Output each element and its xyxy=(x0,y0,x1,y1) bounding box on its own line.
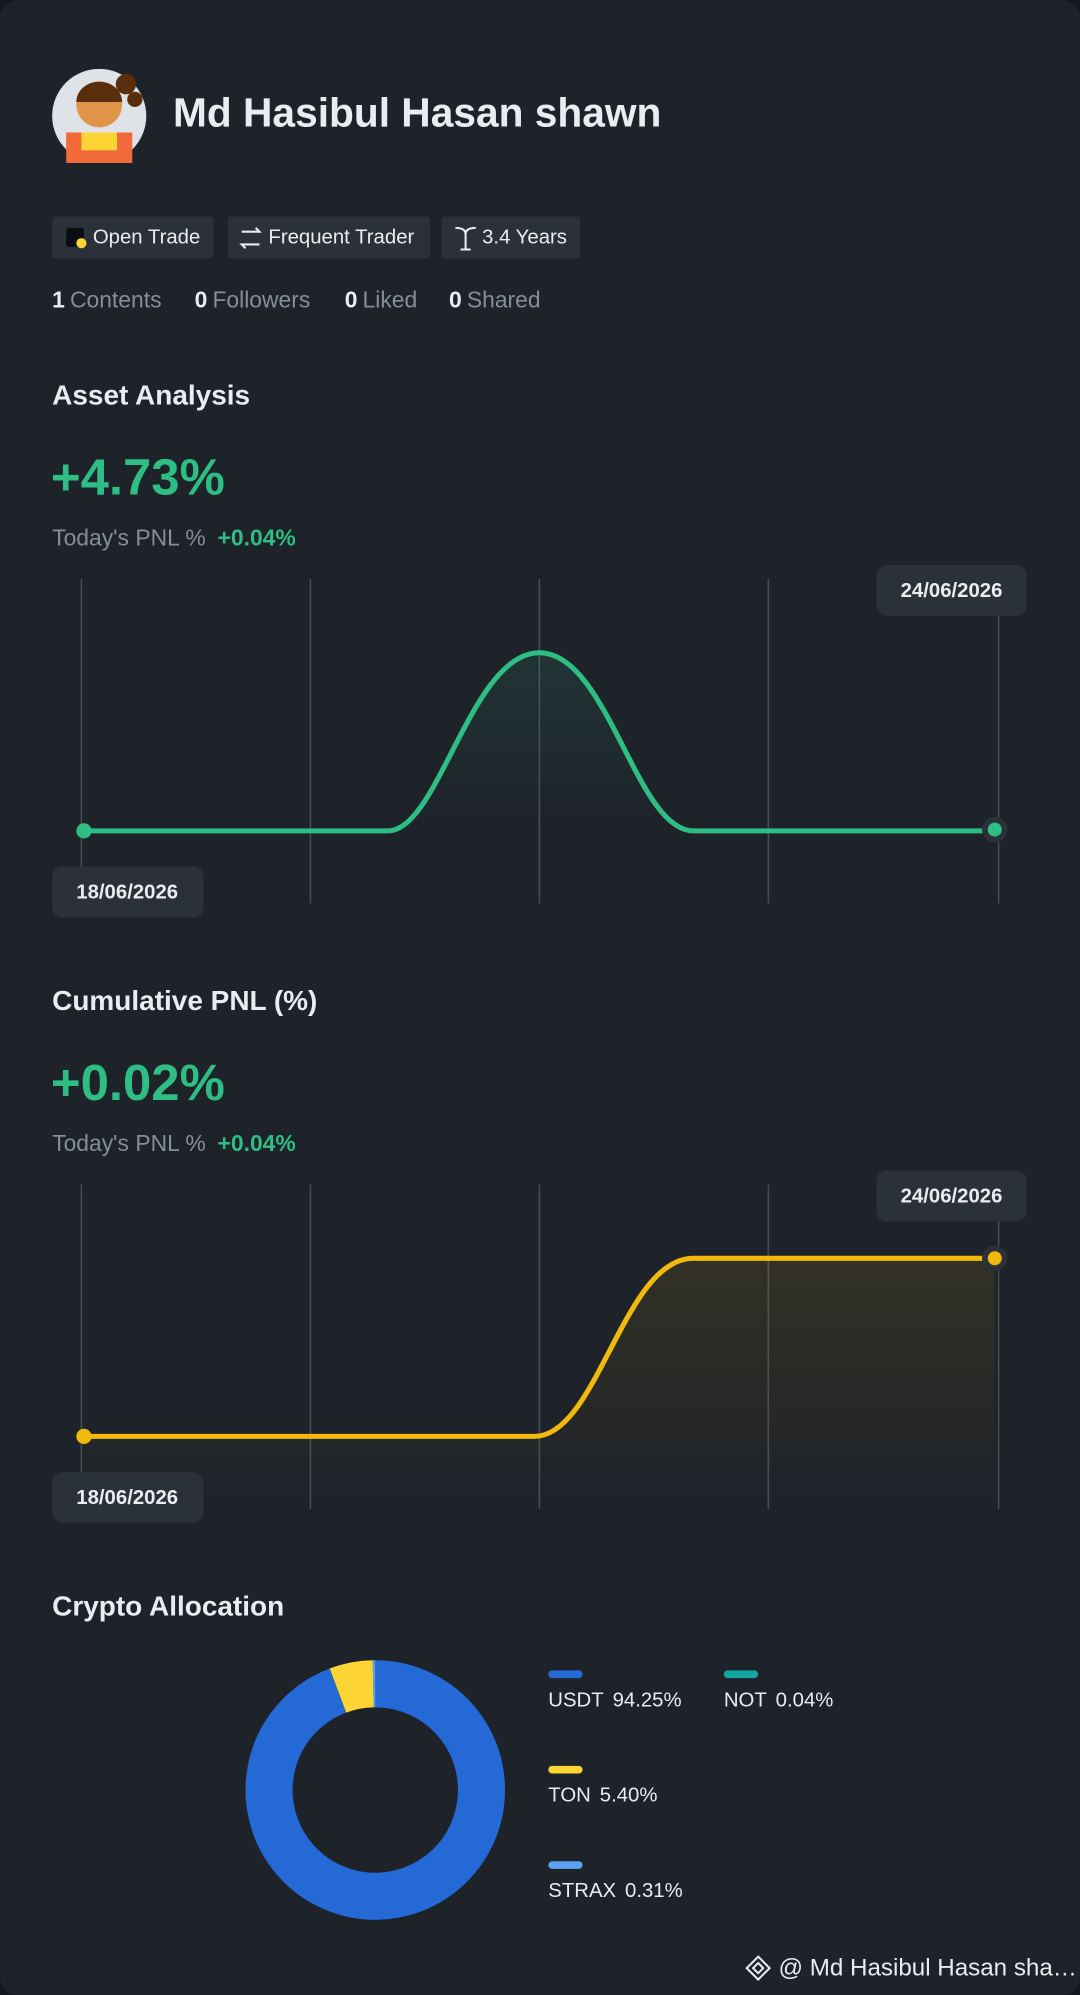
legend: USDT 94.25% NOT 0.04% TON 5.40% STRAX 0.31% xyxy=(548,1670,833,1902)
badge-text: Open Trade xyxy=(93,226,200,248)
tooltip xyxy=(876,1170,1027,1222)
line xyxy=(83,1255,995,1439)
tooltip xyxy=(52,1471,204,1523)
badge-icon xyxy=(455,226,476,251)
area xyxy=(83,1258,995,1509)
user-name: Md Hasibul Hasan shawn xyxy=(173,90,661,136)
legend-value: 5.40% xyxy=(600,1785,658,1807)
today-label: Today's PNL % xyxy=(52,1130,206,1156)
watermark: @ Md Hasibul Hasan sha… xyxy=(779,1955,1077,1982)
grid xyxy=(80,578,1000,904)
legend-swatch xyxy=(548,1670,583,1679)
stat-label: Liked xyxy=(363,287,418,313)
badge xyxy=(227,216,430,259)
dot xyxy=(76,1428,92,1445)
stat-count: 0 xyxy=(449,287,462,313)
badge-text: Frequent Trader xyxy=(268,226,414,248)
stat-label: Shared xyxy=(467,287,541,313)
legend-swatch xyxy=(548,1765,583,1774)
legend-name: STRAX xyxy=(548,1880,616,1902)
badge-icon xyxy=(239,227,262,249)
big-value: +4.73% xyxy=(51,448,225,505)
start-date: 18/06/2026 xyxy=(76,882,178,904)
legend-value: 0.31% xyxy=(625,1880,683,1902)
donut-segment xyxy=(329,1660,375,1713)
section-title: Crypto Allocation xyxy=(52,1590,284,1621)
dot xyxy=(987,1251,1002,1266)
today-label: Today's PNL % xyxy=(52,525,206,551)
donut-segment xyxy=(245,1660,505,1920)
badge-icon xyxy=(76,238,87,249)
badge-text: 3.4 Years xyxy=(482,226,567,248)
watermark-icon xyxy=(745,1955,772,1981)
end-date: 24/06/2026 xyxy=(901,1186,1003,1208)
avatar xyxy=(52,68,147,164)
dot xyxy=(987,822,1002,837)
stat-label: Followers xyxy=(212,287,310,313)
badge xyxy=(441,216,581,259)
today-value: +0.04% xyxy=(218,1130,296,1156)
stat-count: 1 xyxy=(52,287,65,313)
end-date: 24/06/2026 xyxy=(901,580,1003,602)
legend-swatch xyxy=(548,1861,583,1869)
legend-name: TON xyxy=(548,1785,591,1807)
legend-value: 0.04% xyxy=(776,1689,834,1711)
tooltip xyxy=(52,866,204,918)
donut-chart xyxy=(245,1660,505,1920)
big-value: +0.02% xyxy=(51,1054,225,1111)
dot xyxy=(76,823,92,839)
legend-name: NOT xyxy=(724,1689,767,1711)
legend-value: 94.25% xyxy=(613,1689,682,1711)
legend-swatch xyxy=(723,1670,759,1679)
start-date: 18/06/2026 xyxy=(76,1487,178,1509)
stat-label: Contents xyxy=(70,287,162,313)
tooltip xyxy=(876,564,1027,616)
area xyxy=(83,652,995,831)
stat-count: 0 xyxy=(345,287,358,313)
section-title: Cumulative PNL (%) xyxy=(52,985,317,1016)
section-title: Asset Analysis xyxy=(52,379,250,410)
stat-count: 0 xyxy=(195,287,208,313)
badge xyxy=(52,216,214,259)
legend-name: USDT xyxy=(548,1689,603,1711)
today-value: +0.04% xyxy=(218,525,296,551)
line xyxy=(83,650,995,834)
